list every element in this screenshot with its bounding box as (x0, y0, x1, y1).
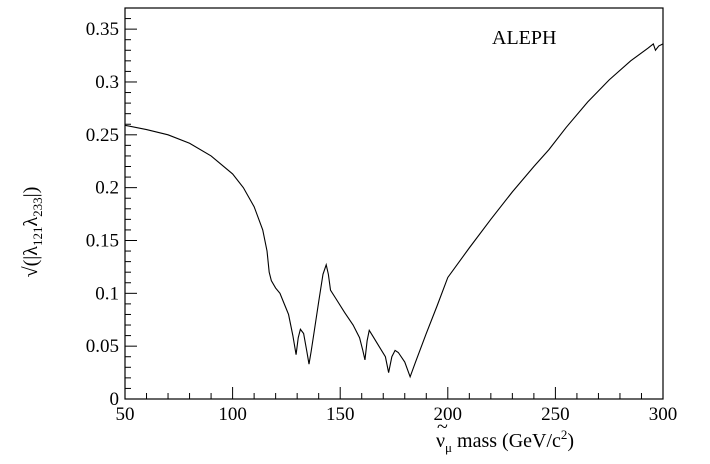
y-tick-label: 0.05 (86, 336, 119, 357)
x-tick-label: 150 (326, 404, 355, 425)
y-tick-label: 0.2 (95, 178, 119, 199)
x-axis-title-nu: ν (436, 430, 445, 452)
y-axis-title-mid: λ (20, 217, 42, 227)
x-tick-label: 300 (649, 404, 678, 425)
data-series-line (124, 43, 664, 379)
axis-tick-labels: 50 100 150 200 250 300 0 0.05 0.1 0.15 0.2 0.25 0.3 0… (86, 19, 678, 425)
x-tick-label: 50 (116, 404, 135, 425)
y-tick-label: 0 (110, 389, 120, 410)
y-axis-title: √(|λ121λ233|) (20, 187, 45, 278)
y-tick-label: 0.1 (95, 283, 119, 304)
x-axis-title-close: ) (567, 430, 574, 452)
svg-text:√(|λ121λ233|): √(|λ121λ233|) (20, 187, 45, 278)
x-tick-label: 100 (218, 404, 247, 425)
y-tick-label: 0.15 (86, 230, 119, 251)
y-axis-title-suffix: |) (20, 187, 42, 198)
annotation-aleph: ALEPH (492, 27, 556, 49)
plot-frame (124, 7, 664, 400)
y-tick-label: 0.3 (95, 72, 119, 93)
x-axis-tilde: ~ (437, 416, 448, 438)
svg-text:νμ mass (GeV/c2): νμ mass (GeV/c2) (436, 427, 574, 455)
x-axis-title-text: mass (GeV/c (452, 430, 561, 452)
y-axis-title-prefix: √(|λ (20, 246, 42, 278)
x-tick-label: 250 (541, 404, 570, 425)
x-axis-title-mu: μ (445, 440, 452, 455)
x-axis-title-sup: 2 (561, 427, 568, 442)
y-axis-title-sub1: 121 (30, 227, 45, 247)
y-tick-label: 0.25 (86, 125, 119, 146)
x-axis-title: νμ mass (GeV/c2) ~ (436, 416, 574, 455)
y-tick-label: 0.35 (86, 19, 119, 40)
y-axis-title-sub2: 233 (30, 197, 45, 217)
x-tick-label: 200 (434, 404, 463, 425)
axis-ticks (124, 7, 664, 400)
